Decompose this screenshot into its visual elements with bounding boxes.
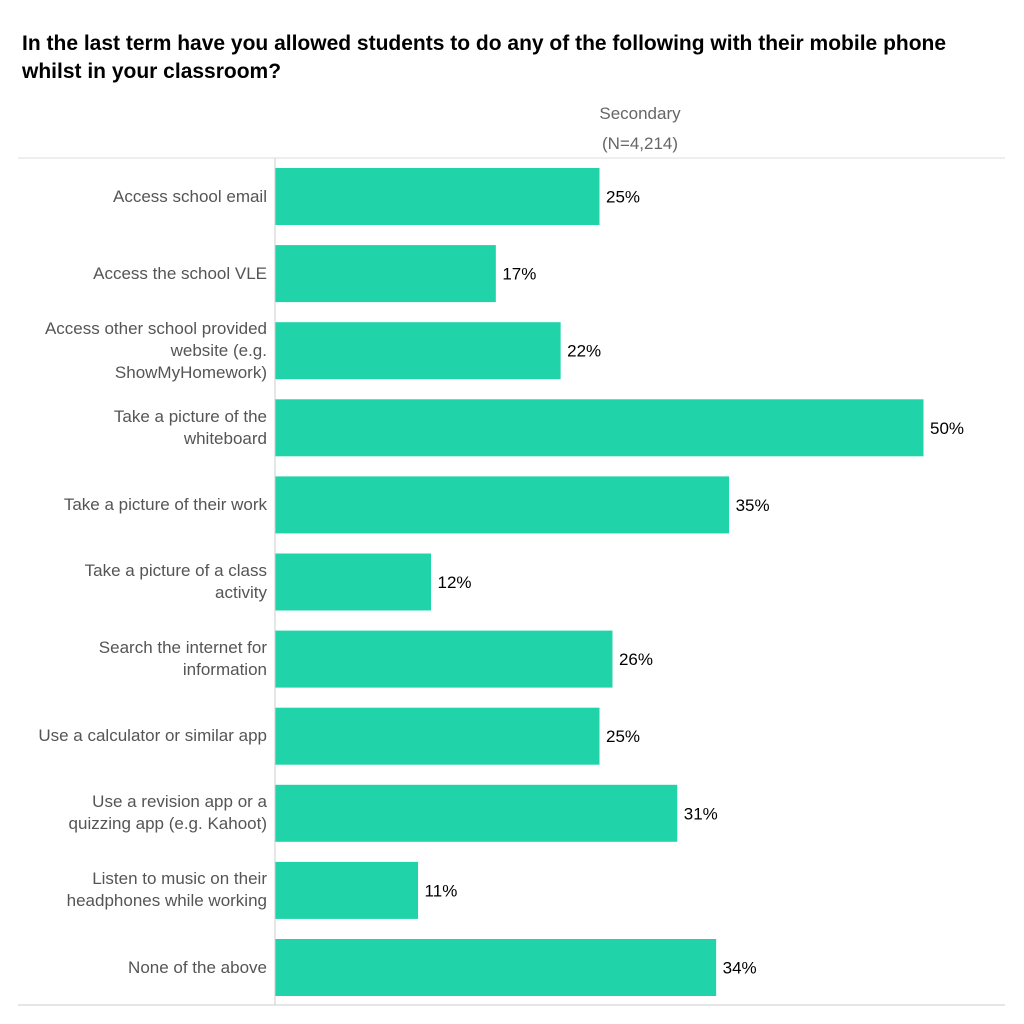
category-label-line: Access school email [112, 186, 267, 206]
category-label-line: Take a picture of a class [84, 561, 267, 580]
category-label-line: Use a revision app or a [92, 792, 267, 812]
category-label-line: Listen to music on their [92, 869, 267, 889]
category-label-line: website (e.g. [170, 340, 267, 360]
category-label-line: None of the above [128, 957, 267, 977]
bar [275, 245, 496, 303]
category-label: Access other school provided website (e.g… [10, 318, 267, 384]
category-label-line: Search the internet for [98, 638, 267, 658]
data-label: 26% [619, 650, 653, 669]
bar [275, 707, 600, 765]
bar [275, 630, 613, 688]
data-label: 17% [502, 265, 536, 284]
category-label: Access the school VLE [10, 263, 267, 285]
bar [275, 322, 561, 380]
category-label: Access school email [10, 186, 267, 208]
category-label-line: activity [215, 583, 267, 602]
series-sample-size: (N=4,214) [601, 134, 679, 153]
category-label: Listen to music on their headphones while… [10, 868, 267, 912]
data-label: 12% [438, 573, 472, 592]
data-label: 50% [930, 419, 964, 438]
category-label-line: whiteboard [183, 428, 267, 448]
category-label: Use a calculator or similar app [10, 725, 267, 747]
bar [275, 784, 678, 842]
category-label-line: information [182, 660, 267, 680]
category-label-line: ShowMyHomework) [114, 362, 267, 382]
category-label: Take a picture of the whiteboard [10, 406, 267, 450]
category-label-line: Access other school provided [44, 318, 267, 338]
category-label: Use a revision app or a quizzing app (e.g… [10, 791, 267, 835]
bar [275, 939, 717, 996]
bar [275, 861, 419, 919]
category-label: Search the internet for information [10, 637, 267, 681]
data-label: 22% [567, 342, 601, 361]
bar [275, 168, 600, 225]
data-label: 34% [723, 959, 757, 978]
data-label: 25% [606, 727, 640, 746]
data-label: 31% [684, 804, 718, 823]
series-name: Secondary [599, 104, 681, 123]
category-label-line: quizzing app (e.g. Kahoot) [68, 814, 267, 834]
data-label: 35% [736, 496, 770, 515]
data-label: 11% [425, 881, 458, 900]
category-label-line: headphones while working [66, 891, 267, 911]
data-label: 25% [606, 188, 640, 207]
category-label: Take a picture of their work [10, 494, 267, 516]
category-label: None of the above [10, 957, 267, 979]
category-label: Take a picture of a class activity [10, 560, 267, 604]
category-label-line: Use a calculator or similar app [38, 726, 267, 746]
bar [275, 553, 432, 611]
bar [275, 476, 730, 534]
category-label-line: Take a picture of the [113, 406, 267, 426]
chart-title: In the last term have you allowed studen… [22, 32, 947, 83]
category-label-line: Take a picture of their work [63, 494, 267, 514]
category-label-line: Access the school VLE [93, 263, 267, 283]
bar [275, 399, 924, 457]
